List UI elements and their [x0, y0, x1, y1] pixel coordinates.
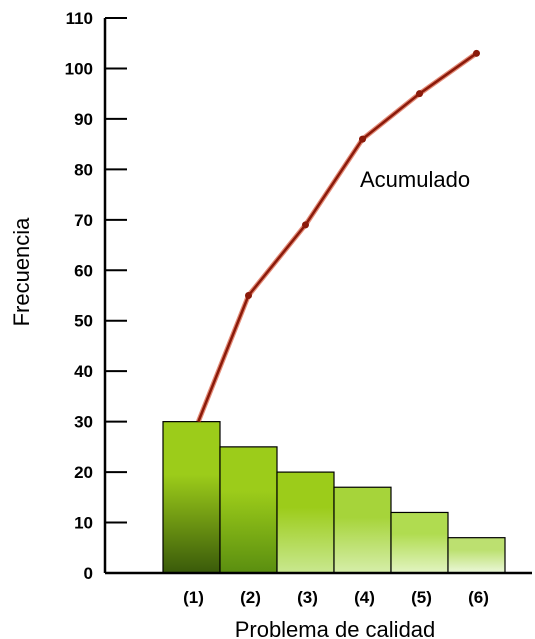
x-tick-label: (5) — [411, 588, 432, 607]
y-tick-label: 10 — [74, 514, 93, 533]
bar — [162, 421, 221, 574]
x-tick-label: (6) — [468, 588, 489, 607]
bar — [276, 471, 335, 574]
bar — [219, 446, 278, 574]
cumulative-point — [473, 49, 480, 57]
y-tick-label: 0 — [84, 564, 93, 583]
y-tick-label: 20 — [74, 463, 93, 482]
x-tick-label: (2) — [240, 588, 261, 607]
y-tick-label: 30 — [74, 413, 93, 432]
y-tick-label: 100 — [65, 59, 93, 78]
y-axis-title: Frecuencia — [9, 217, 34, 327]
x-tick-label: (4) — [354, 588, 375, 607]
x-tick-labels: (1) (2) (3) (4) (5) (6) — [183, 588, 489, 607]
y-tick-label: 80 — [74, 160, 93, 179]
cumulative-line — [197, 52, 478, 423]
cumulative-line-glow — [196, 51, 478, 423]
x-tick-label: (3) — [297, 588, 318, 607]
y-tick-label: 110 — [66, 9, 93, 28]
y-tick-label: 50 — [74, 312, 93, 331]
x-axis-title: Problema de calidad — [235, 617, 436, 639]
cumulative-point — [245, 292, 252, 299]
bar — [447, 537, 506, 574]
bar-group — [162, 421, 506, 574]
bar — [333, 486, 392, 574]
bar — [390, 511, 449, 574]
y-ticks: 0 10 20 30 40 50 60 70 80 90 100 110 — [65, 9, 127, 583]
cumulative-line-layer — [196, 49, 480, 423]
y-tick-label: 70 — [74, 211, 93, 230]
cumulative-point — [416, 90, 423, 98]
y-tick-label: 40 — [74, 362, 93, 381]
y-tick-label: 90 — [74, 110, 93, 129]
x-tick-label: (1) — [183, 588, 204, 607]
cumulative-point — [302, 221, 309, 229]
y-tick-label: 60 — [74, 261, 93, 280]
cumulative-annotation: Acumulado — [360, 167, 470, 192]
cumulative-point — [359, 135, 366, 143]
axes — [103, 18, 532, 575]
